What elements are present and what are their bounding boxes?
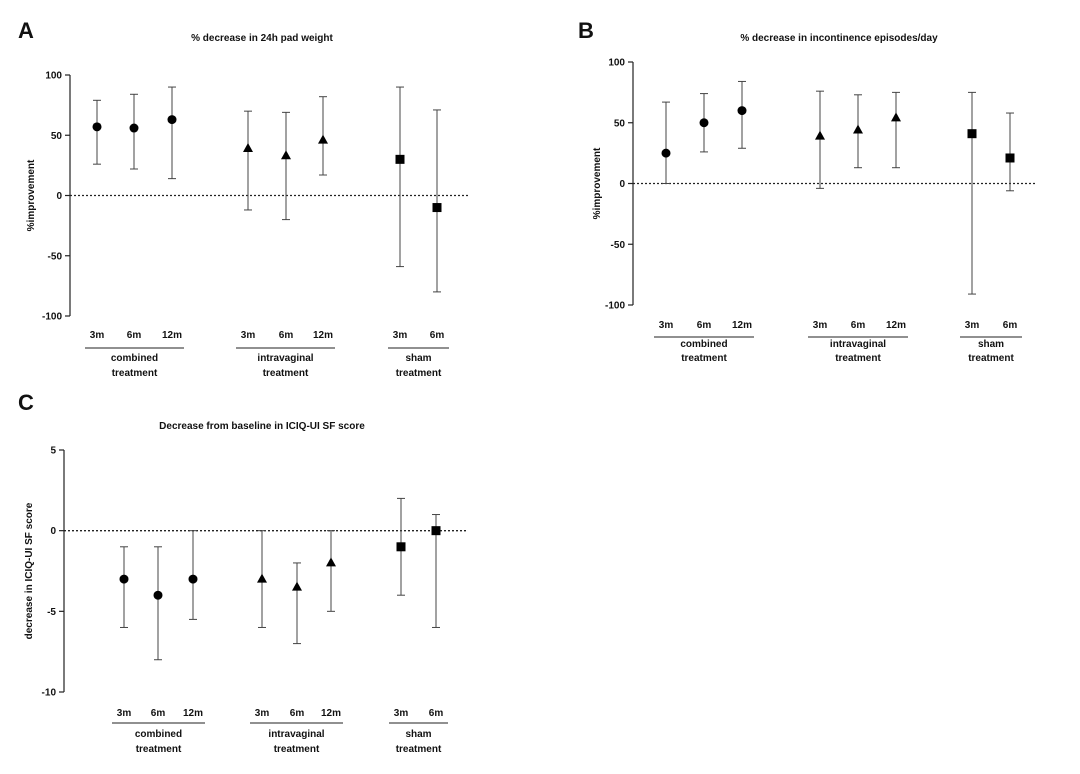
data-point-square [395, 154, 405, 164]
y-tick-label: 100 [608, 58, 625, 69]
y-tick-label: 100 [45, 71, 62, 82]
x-category-label: 12m [313, 330, 333, 341]
data-point-circle [153, 590, 163, 600]
x-category-label: 6m [429, 708, 444, 719]
x-category-label: 3m [117, 708, 132, 719]
data-point-triangle [891, 112, 901, 122]
data-point-triangle [281, 150, 291, 160]
x-category-label: 3m [965, 320, 980, 331]
y-tick-label: 50 [614, 118, 626, 129]
group-label: treatment [136, 744, 182, 755]
data-point-circle [661, 148, 671, 158]
y-axis-label: %improvement [592, 147, 603, 219]
data-point-circle [119, 574, 129, 584]
data-point-triangle [815, 130, 825, 140]
group-label: treatment [112, 368, 158, 379]
data-point-triangle [326, 557, 336, 567]
x-category-label: 3m [393, 330, 408, 341]
group-label: sham [978, 339, 1004, 350]
group-label: combined [135, 729, 182, 740]
x-category-label: 3m [90, 330, 105, 341]
y-axis-label: decrease in ICIQ-UI SF score [24, 502, 35, 639]
x-category-label: 6m [279, 330, 294, 341]
group-label: intravaginal [257, 353, 313, 364]
data-point-triangle [243, 143, 253, 153]
y-axis-label: %improvement [26, 159, 37, 231]
data-point-square [967, 129, 977, 139]
x-category-label: 3m [255, 708, 270, 719]
group-label: treatment [681, 353, 727, 364]
data-point-square [396, 542, 406, 552]
x-category-label: 3m [394, 708, 409, 719]
chart-panel-c: C Decrease from baseline in ICIQ-UI SF sc… [18, 390, 468, 755]
data-point-circle [699, 118, 709, 128]
panel-letter: C [18, 390, 34, 415]
group-label: combined [680, 339, 727, 350]
group-label: sham [405, 353, 431, 364]
group-label: treatment [835, 353, 881, 364]
data-point-square [432, 203, 442, 213]
x-category-label: 12m [162, 330, 182, 341]
group-label: combined [111, 353, 158, 364]
data-point-square [431, 526, 441, 536]
data-point-triangle [318, 134, 328, 144]
chart-title: Decrease from baseline in ICIQ-UI SF sco… [159, 421, 365, 432]
data-point-triangle [292, 581, 302, 591]
group-label: treatment [396, 368, 442, 379]
chart-title: % decrease in incontinence episodes/day [740, 33, 938, 44]
y-tick-label: 50 [51, 131, 63, 142]
data-point-circle [167, 115, 177, 125]
chart-panel-a: A % decrease in 24h pad weight 100 50 0 -50 -1… [18, 18, 470, 379]
panel-letter: B [578, 18, 594, 43]
group-label: sham [405, 729, 431, 740]
data-point-circle [129, 123, 139, 133]
group-label: treatment [968, 353, 1014, 364]
x-category-label: 3m [659, 320, 674, 331]
group-label: treatment [263, 368, 309, 379]
group-label: intravaginal [830, 339, 886, 350]
y-tick-label: -5 [47, 607, 56, 618]
data-point-square [1005, 153, 1015, 163]
y-tick-label: 0 [619, 179, 625, 190]
y-tick-label: 0 [56, 191, 62, 202]
x-category-label: 12m [732, 320, 752, 331]
x-category-label: 6m [1003, 320, 1018, 331]
data-point-circle [92, 122, 102, 132]
x-category-label: 6m [151, 708, 166, 719]
group-label: treatment [274, 744, 320, 755]
x-category-label: 6m [290, 708, 305, 719]
y-tick-label: 5 [50, 446, 56, 457]
y-tick-label: -50 [611, 240, 626, 251]
y-tick-label: -10 [42, 688, 57, 699]
x-category-label: 6m [127, 330, 142, 341]
y-tick-label: -50 [48, 251, 63, 262]
data-point-triangle [257, 573, 267, 583]
y-tick-label: 0 [50, 526, 56, 537]
chart-title: % decrease in 24h pad weight [191, 33, 333, 44]
y-tick-label: -100 [42, 312, 62, 323]
x-category-label: 12m [183, 708, 203, 719]
data-point-circle [188, 574, 198, 584]
x-category-label: 6m [697, 320, 712, 331]
data-point-triangle [853, 124, 863, 134]
x-category-label: 12m [321, 708, 341, 719]
x-category-label: 3m [241, 330, 256, 341]
x-category-label: 12m [886, 320, 906, 331]
chart-panel-b: B % decrease in incontinence episodes/day… [578, 18, 1036, 364]
x-category-label: 6m [851, 320, 866, 331]
y-tick-label: -100 [605, 301, 625, 312]
x-category-label: 3m [813, 320, 828, 331]
group-label: intravaginal [268, 729, 324, 740]
group-label: treatment [396, 744, 442, 755]
panel-letter: A [18, 18, 34, 43]
data-point-circle [737, 106, 747, 116]
x-category-label: 6m [430, 330, 445, 341]
